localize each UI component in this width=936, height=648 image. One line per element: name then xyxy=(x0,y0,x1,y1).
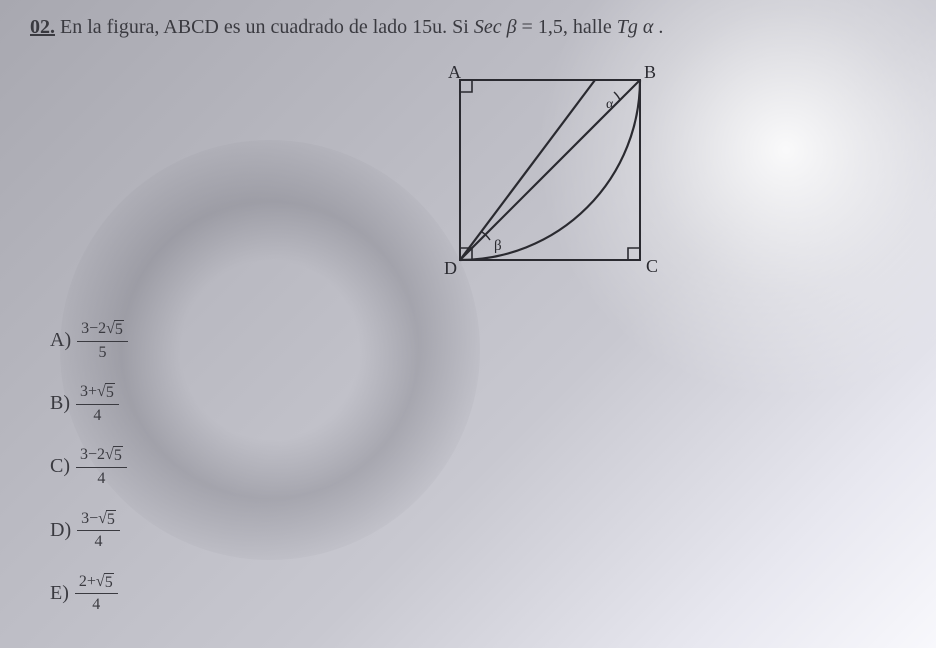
option-c-fraction: 3−2√5 4 xyxy=(76,446,127,487)
dot: . xyxy=(658,16,663,38)
option-a-num: 3−2√5 xyxy=(77,320,128,342)
label-alpha: α xyxy=(606,97,614,112)
option-d: D) 3−√5 4 xyxy=(50,510,128,551)
option-e: E) 2+√5 4 xyxy=(50,573,128,614)
geometry-figure: A B C D β α xyxy=(420,50,700,280)
figure-svg: A B C D β α xyxy=(420,50,700,290)
option-e-fraction: 2+√5 4 xyxy=(75,573,118,614)
option-d-den: 4 xyxy=(95,531,103,551)
sec-label: Sec xyxy=(474,16,502,38)
options-list: A) 3−2√5 5 B) 3+√5 4 C) 3−2√5 4 D) xyxy=(50,320,128,636)
question-number: 02. xyxy=(30,16,55,38)
option-e-letter: E) xyxy=(50,582,69,605)
option-a-fraction: 3−2√5 5 xyxy=(77,320,128,361)
label-a: A xyxy=(448,62,461,82)
option-a-den: 5 xyxy=(99,342,107,362)
tg-label: Tg xyxy=(617,16,638,38)
option-c-letter: C) xyxy=(50,455,70,478)
right-angle-c xyxy=(628,248,640,260)
beta-symbol: β xyxy=(507,16,517,38)
option-a-letter: A) xyxy=(50,329,71,352)
eq-text: = 1,5, halle xyxy=(522,16,617,38)
option-d-letter: D) xyxy=(50,519,71,542)
option-d-fraction: 3−√5 4 xyxy=(77,510,120,551)
line-dp xyxy=(460,80,595,260)
alpha-arc xyxy=(614,92,620,100)
option-e-num: 2+√5 xyxy=(75,573,118,595)
option-a: A) 3−2√5 5 xyxy=(50,320,128,361)
option-b-den: 4 xyxy=(93,405,101,425)
option-c-den: 4 xyxy=(97,468,105,488)
label-beta: β xyxy=(494,238,502,254)
option-d-num: 3−√5 xyxy=(77,510,120,532)
option-b-num: 3+√5 xyxy=(76,383,119,405)
label-c: C xyxy=(646,256,658,276)
option-b-fraction: 3+√5 4 xyxy=(76,383,119,424)
question-text: 02. En la figura, ABCD es un cuadrado de… xyxy=(30,14,663,40)
option-b: B) 3+√5 4 xyxy=(50,383,128,424)
option-c: C) 3−2√5 4 xyxy=(50,446,128,487)
option-b-letter: B) xyxy=(50,392,70,415)
question-pre: En la figura, ABCD es un cuadrado de lad… xyxy=(60,16,474,38)
alpha-symbol: α xyxy=(643,16,654,38)
label-b: B xyxy=(644,62,656,82)
option-c-num: 3−2√5 xyxy=(76,446,127,468)
option-e-den: 4 xyxy=(92,594,100,614)
label-d: D xyxy=(444,258,457,278)
right-angle-a xyxy=(460,80,472,92)
